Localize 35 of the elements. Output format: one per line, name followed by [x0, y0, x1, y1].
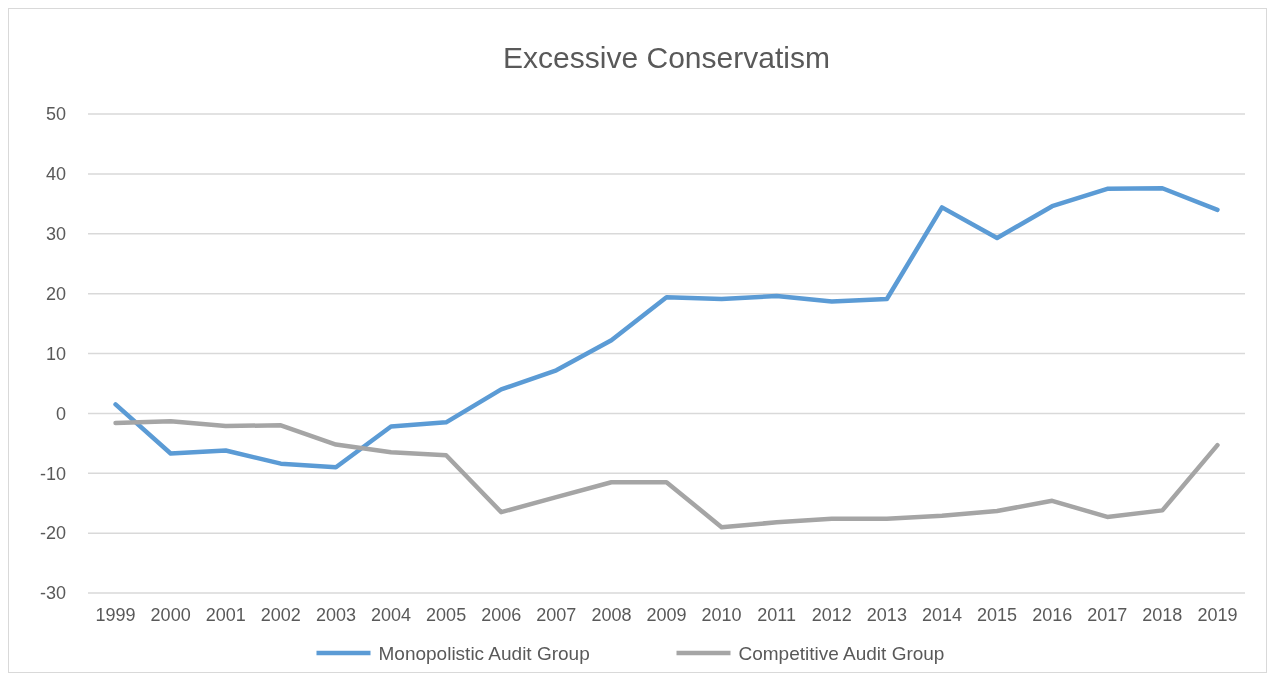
line-series [113, 186, 1220, 470]
y-tick-label: 20 [45, 283, 66, 304]
x-tick-label: 2007 [536, 605, 577, 626]
x-tick-label: 2013 [866, 605, 907, 626]
chart-title: Excessive Conservatism [503, 41, 830, 74]
x-tick-label: 2011 [757, 605, 797, 626]
line-series [113, 418, 1220, 530]
y-tick-label: -10 [39, 463, 66, 484]
y-tick-label: 0 [55, 403, 66, 424]
x-tick-label: 2017 [1087, 605, 1128, 626]
y-tick-label: 50 [45, 104, 66, 125]
x-tick-label: 2001 [205, 605, 246, 626]
y-tick-label: 10 [45, 343, 66, 364]
x-tick-label: 2016 [1032, 605, 1073, 626]
x-tick-label: 1999 [95, 605, 136, 626]
x-tick-label: 2018 [1142, 605, 1183, 626]
x-tick-label: 2005 [426, 605, 467, 626]
y-tick-label: 30 [45, 224, 66, 245]
x-tick-label: 2006 [481, 605, 522, 626]
legend-label: Monopolistic Audit Group [378, 642, 590, 664]
x-tick-label: 2004 [371, 605, 412, 626]
x-tick-label: 2003 [315, 605, 356, 626]
y-tick-label: -20 [39, 523, 66, 544]
x-tick-label: 2010 [701, 605, 742, 626]
x-tick-label: 2019 [1197, 605, 1238, 626]
legend-label: Competitive Audit Group [738, 642, 945, 664]
x-tick-label: 2014 [921, 605, 962, 626]
y-tick-label: -30 [39, 583, 66, 604]
x-tick-label: 2015 [977, 605, 1018, 626]
x-tick-label: 2002 [260, 605, 301, 626]
y-tick-label: 40 [45, 164, 66, 185]
x-tick-label: 2000 [150, 605, 191, 626]
x-tick-label: 2009 [646, 605, 687, 626]
x-tick-label: 2012 [811, 605, 852, 626]
x-tick-label: 2008 [591, 605, 632, 626]
